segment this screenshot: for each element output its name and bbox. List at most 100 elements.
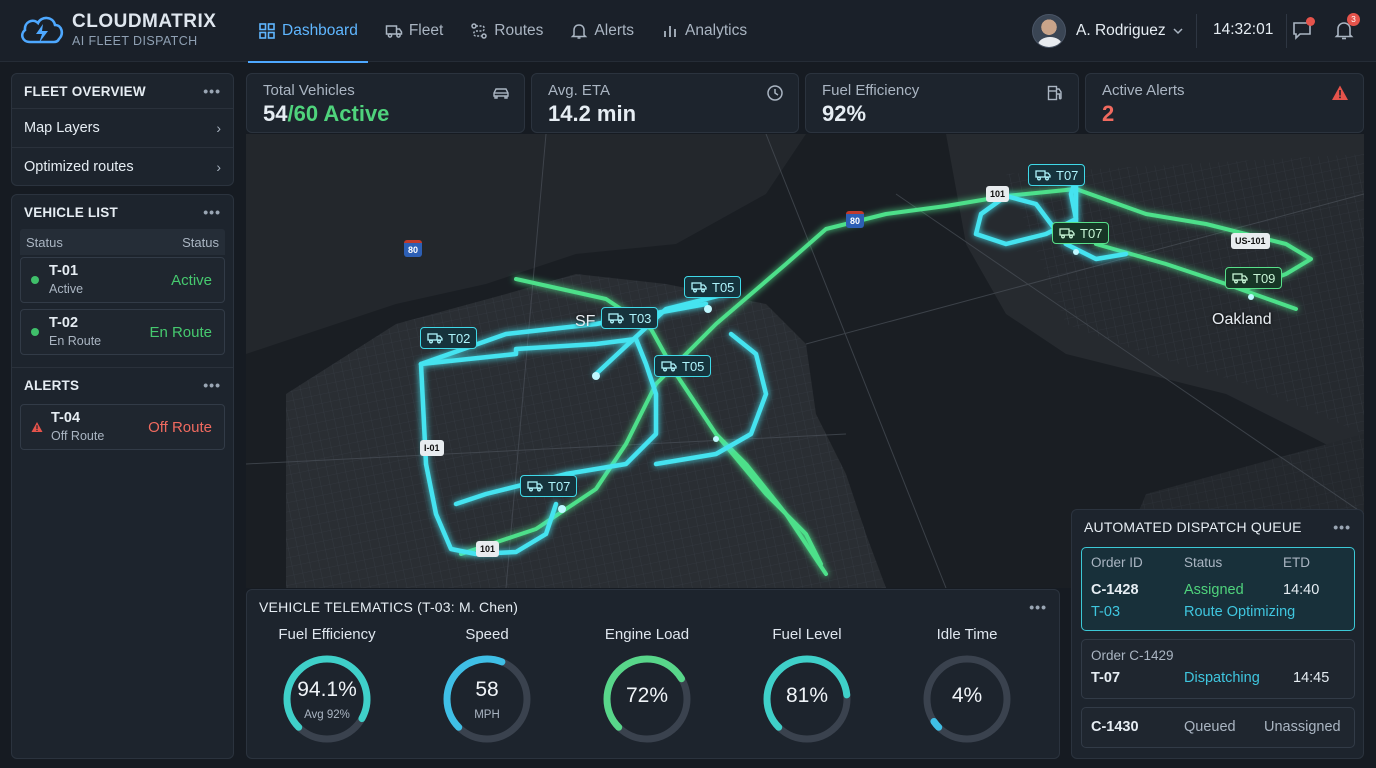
vehicle-id: T-04 — [51, 410, 81, 427]
kpi-label: Avg. ETA — [548, 82, 610, 99]
more-icon[interactable]: ••• — [203, 204, 221, 220]
column-header: ETD — [1283, 555, 1310, 570]
nav-analytics-label: Analytics — [685, 22, 748, 39]
nav-fleet-label: Fleet — [408, 22, 444, 39]
gauge-label: Fuel Level — [772, 626, 842, 643]
chevron-right-icon: › — [216, 120, 221, 136]
vehicle-marker[interactable]: T05 — [654, 355, 712, 377]
app-logo[interactable]: CLOUDMATRIX AI FLEET DISPATCH — [18, 12, 216, 48]
order-assignee: Unassigned — [1264, 719, 1341, 735]
kpi-total-vehicles[interactable]: Total Vehicles 54/60 Active — [246, 73, 525, 133]
order-status: Dispatching — [1184, 670, 1260, 686]
clock-icon — [767, 85, 783, 101]
kpi-value: 14.2 min — [548, 101, 637, 126]
order-status: Queued — [1184, 719, 1236, 735]
menu-item-label: Map Layers — [24, 120, 100, 136]
kpi-label: Active Alerts — [1102, 82, 1185, 99]
column-header: Order ID — [1091, 555, 1143, 570]
list-item[interactable]: T-01 Active Active — [20, 257, 225, 303]
panel-header: VEHICLE LIST ••• — [12, 195, 233, 229]
alert-item[interactable]: T-04 Off Route Off Route — [20, 404, 225, 450]
notifications-button[interactable]: 3 — [1333, 13, 1360, 41]
vehicle-list-panel: VEHICLE LIST ••• Status Status T-01 Acti… — [11, 194, 234, 759]
kpi-value: 54/60 Active — [263, 101, 390, 126]
clock: 14:32:01 — [1213, 21, 1274, 38]
truck-icon — [1059, 228, 1075, 239]
city-label-oakland: Oakland — [1212, 311, 1272, 328]
vehicle-marker-label: T07 — [1080, 225, 1103, 241]
order-etd: 14:45 — [1293, 670, 1330, 686]
kpi-label: Fuel Efficiency — [822, 82, 920, 99]
dispatch-order-c-1430[interactable]: C-1430 Queued Unassigned — [1081, 707, 1355, 748]
nav-fleet[interactable]: Fleet — [375, 0, 453, 62]
vehicle-telematics-panel: VEHICLE TELEMATICS (T-03: M. Chen) ••• F… — [246, 589, 1060, 759]
nav-routes[interactable]: Routes — [460, 0, 553, 62]
messages-badge — [1306, 17, 1315, 26]
grid-icon — [259, 23, 275, 39]
dispatch-order-c-1429[interactable]: Order C-1429 T-07 Dispatching 14:45 — [1081, 639, 1355, 699]
vehicle-marker[interactable]: T07 — [1052, 222, 1110, 244]
panel-header: FLEET OVERVIEW ••• — [12, 74, 233, 108]
nav-routes-label: Routes — [494, 22, 544, 39]
menu-item-optimized-routes[interactable]: Optimized routes › — [12, 147, 233, 186]
more-icon[interactable]: ••• — [1029, 599, 1047, 615]
status-dot — [31, 276, 39, 284]
vehicle-id: T-01 — [49, 263, 79, 280]
gauge-engine-load: Engine Load 72% — [567, 626, 727, 747]
kpi-active-alerts[interactable]: Active Alerts 2 — [1085, 73, 1364, 133]
messages-button[interactable] — [1291, 17, 1315, 41]
vehicle-marker[interactable]: T02 — [420, 327, 478, 349]
chevron-right-icon: › — [216, 159, 221, 175]
route-icon — [471, 23, 488, 39]
gauge-value: 81% — [785, 684, 829, 707]
vehicle-marker[interactable]: T07 — [1028, 164, 1086, 186]
order-etd: 14:40 — [1283, 582, 1320, 598]
kpi-value: 2 — [1102, 101, 1115, 126]
list-item[interactable]: T-02 En Route En Route — [20, 309, 225, 355]
warning-icon — [1332, 85, 1348, 100]
more-icon[interactable]: ••• — [1333, 519, 1351, 535]
dispatch-queue-panel: AUTOMATED DISPATCH QUEUE ••• Order ID St… — [1071, 509, 1364, 759]
gauge-row: Fuel Efficiency 94.1% Avg 92% Speed 58 M… — [247, 626, 1061, 747]
truck-icon — [1035, 170, 1051, 181]
gauge-value: 4% — [951, 684, 983, 707]
gauge-ring — [923, 655, 1011, 743]
vehicle-marker[interactable]: T03 — [601, 307, 659, 329]
column-header[interactable]: Status — [26, 234, 63, 250]
highway-shield: I-01 — [420, 440, 444, 456]
order-id: C-1430 — [1091, 719, 1139, 735]
column-header[interactable]: Status — [182, 234, 219, 250]
gauge-value: 72% — [625, 684, 669, 707]
more-icon[interactable]: ••• — [203, 377, 221, 393]
chevron-down-icon — [1173, 28, 1183, 35]
order-status: Assigned — [1184, 582, 1244, 598]
vehicle-marker[interactable]: T05 — [684, 276, 742, 298]
gauge-speed: Speed 58 MPH — [407, 626, 567, 747]
city-label-sf: SF — [575, 313, 596, 330]
kpi-avg-eta[interactable]: Avg. ETA 14.2 min — [531, 73, 799, 133]
nav-alerts[interactable]: Alerts — [560, 0, 644, 62]
truck-icon — [527, 481, 543, 492]
vehicle-marker[interactable]: T07 — [520, 475, 578, 497]
fleet-overview-panel: FLEET OVERVIEW ••• Map Layers › Optimize… — [11, 73, 234, 186]
dispatch-order-c-1428[interactable]: Order ID Status ETD C-1428 Assigned 14:4… — [1081, 547, 1355, 631]
fuel-pump-icon — [1047, 85, 1062, 101]
user-menu[interactable]: A. Rodriguez — [1032, 14, 1184, 48]
vehicle-id: T-02 — [49, 315, 79, 332]
kpi-fuel-efficiency[interactable]: Fuel Efficiency 92% — [805, 73, 1079, 133]
panel-title: VEHICLE LIST — [24, 204, 118, 220]
panel-header: AUTOMATED DISPATCH QUEUE ••• — [1072, 510, 1363, 544]
vehicle-marker-label: T05 — [682, 358, 705, 374]
menu-item-map-layers[interactable]: Map Layers › — [12, 108, 233, 147]
more-icon[interactable]: ••• — [203, 83, 221, 99]
order-id: C-1428 — [1091, 582, 1139, 598]
truck-icon — [691, 282, 707, 293]
vehicle-marker[interactable]: T09 — [1225, 267, 1283, 289]
panel-header: VEHICLE TELEMATICS (T-03: M. Chen) ••• — [247, 590, 1059, 624]
gauge-fuel-efficiency: Fuel Efficiency 94.1% Avg 92% — [247, 626, 407, 747]
status-badge: Off Route — [148, 418, 212, 436]
vehicle-marker-label: T07 — [1056, 167, 1079, 183]
nav-dashboard[interactable]: Dashboard — [248, 0, 368, 63]
panel-title: ALERTS — [24, 377, 80, 393]
nav-analytics[interactable]: Analytics — [651, 0, 757, 62]
